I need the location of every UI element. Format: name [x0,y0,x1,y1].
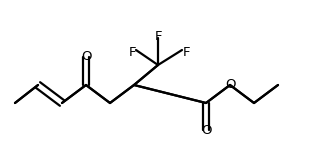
Text: F: F [154,30,162,43]
Text: O: O [225,78,235,92]
Text: F: F [182,46,190,59]
Text: O: O [201,125,211,138]
Text: O: O [81,49,91,62]
Text: F: F [128,46,136,59]
